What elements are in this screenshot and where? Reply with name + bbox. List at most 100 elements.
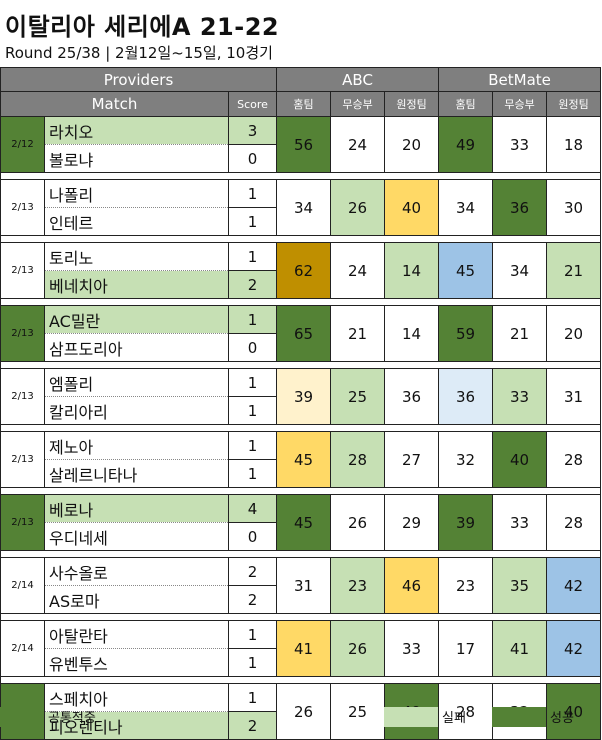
row-spacer (0, 487, 602, 495)
match-row-away: 살레르니타나 1 (1, 459, 601, 488)
match-date: 2/14 (0, 557, 45, 614)
legend-swatch-fail (384, 707, 438, 727)
betmate-home-pct: 59 (438, 305, 494, 362)
page-subtitle: Round 25/38 | 2월12일~15일, 10경기 (5, 44, 273, 62)
abc-home-pct: 65 (276, 305, 332, 362)
betmate-home-pct: 32 (438, 431, 494, 488)
home-score: 1 (227, 368, 278, 397)
betmate-home-pct: 39 (438, 494, 494, 551)
home-team: 라치오 (44, 116, 229, 145)
match-row-home: 2/14 사수올로 2 31 23 46 23 35 42 (0, 557, 602, 614)
match-row-away: 유벤투스 1 (1, 648, 601, 677)
abc-away-pct: 33 (384, 620, 440, 677)
row-spacer (0, 613, 602, 621)
header-abc-away: 원정팀 (384, 91, 440, 117)
abc-draw-pct: 25 (330, 683, 386, 740)
home-team: 사수올로 (44, 557, 229, 586)
betmate-draw-pct: 41 (492, 620, 548, 677)
header-providers: Providers (0, 67, 278, 92)
abc-draw-pct: 21 (330, 305, 386, 362)
header-provider-betmate: BetMate (438, 67, 602, 92)
legend-swatch-success (492, 707, 546, 727)
match-date: 2/12 (0, 116, 45, 173)
betmate-away-pct: 31 (546, 368, 602, 425)
match-row-home: 2/13 베로나 4 45 26 29 39 33 28 (0, 494, 602, 551)
header-betmate-away: 원정팀 (546, 91, 602, 117)
home-team: AC밀란 (44, 305, 229, 334)
betmate-away-pct: 21 (546, 242, 602, 299)
betmate-draw-pct: 33 (492, 368, 548, 425)
betmate-home-pct: 36 (438, 368, 494, 425)
abc-home-pct: 34 (276, 179, 332, 236)
match-row-home: 2/14 아탈란타 1 41 26 33 17 41 42 (0, 620, 602, 677)
home-score: 1 (227, 683, 278, 712)
abc-home-pct: 56 (276, 116, 332, 173)
away-score: 1 (227, 207, 278, 236)
header-betmate-home: 홈팀 (438, 91, 494, 117)
legend-swatch-common (0, 707, 44, 727)
spacer-cell (0, 298, 602, 306)
row-spacer (0, 235, 602, 243)
home-team: 토리노 (44, 242, 229, 271)
betmate-home-pct: 45 (438, 242, 494, 299)
betmate-draw-pct: 40 (492, 431, 548, 488)
betmate-home-pct: 17 (438, 620, 494, 677)
away-score: 0 (227, 522, 278, 551)
header-abc-draw: 무승부 (330, 91, 386, 117)
betmate-draw-pct: 35 (492, 557, 548, 614)
betmate-away-pct: 18 (546, 116, 602, 173)
betmate-draw-pct: 33 (492, 494, 548, 551)
abc-draw-pct: 24 (330, 116, 386, 173)
abc-home-pct: 45 (276, 431, 332, 488)
header-provider-abc: ABC (276, 67, 440, 92)
match-row-away: AS로마 2 (1, 585, 601, 614)
away-team: 베네치아 (44, 270, 229, 299)
spacer-cell (0, 172, 602, 180)
abc-away-pct: 20 (384, 116, 440, 173)
abc-home-pct: 26 (276, 683, 332, 740)
abc-away-pct: 36 (384, 368, 440, 425)
home-team: 엠폴리 (44, 368, 229, 397)
abc-draw-pct: 26 (330, 620, 386, 677)
away-score: 2 (227, 585, 278, 614)
betmate-draw-pct: 36 (492, 179, 548, 236)
abc-away-pct: 29 (384, 494, 440, 551)
away-score: 2 (227, 270, 278, 299)
spacer-cell (0, 424, 602, 432)
header-abc-home: 홈팀 (276, 91, 332, 117)
home-score: 3 (227, 116, 278, 145)
abc-home-pct: 45 (276, 494, 332, 551)
match-row-away: 삼프도리아 0 (1, 333, 601, 362)
away-score: 1 (227, 648, 278, 677)
betmate-away-pct: 42 (546, 557, 602, 614)
match-row-home: 2/13 엠폴리 1 39 25 36 36 33 31 (0, 368, 602, 425)
home-score: 1 (227, 620, 278, 649)
abc-away-pct: 14 (384, 242, 440, 299)
home-score: 2 (227, 557, 278, 586)
betmate-away-pct: 28 (546, 431, 602, 488)
abc-home-pct: 41 (276, 620, 332, 677)
spacer-cell (0, 550, 602, 558)
match-row-away: 우디네세 0 (1, 522, 601, 551)
away-team: 우디네세 (44, 522, 229, 551)
home-team: 아탈란타 (44, 620, 229, 649)
abc-draw-pct: 24 (330, 242, 386, 299)
home-score: 1 (227, 431, 278, 460)
abc-draw-pct: 28 (330, 431, 386, 488)
away-team: AS로마 (44, 585, 229, 614)
match-row-away: 칼리아리 1 (1, 396, 601, 425)
page-title: 이탈리아 세리에A 21-22 (5, 13, 280, 41)
home-team: 나폴리 (44, 179, 229, 208)
abc-home-pct: 39 (276, 368, 332, 425)
abc-draw-pct: 25 (330, 368, 386, 425)
betmate-home-pct: 23 (438, 557, 494, 614)
betmate-home-pct: 49 (438, 116, 494, 173)
match-date: 2/13 (0, 179, 45, 236)
abc-draw-pct: 23 (330, 557, 386, 614)
spacer-cell (0, 361, 602, 369)
betmate-away-pct: 20 (546, 305, 602, 362)
row-spacer (0, 550, 602, 558)
match-row-home: 2/12 라치오 3 56 24 20 49 33 18 (0, 116, 602, 173)
row-spacer (0, 298, 602, 306)
header-match: Match (0, 91, 229, 117)
